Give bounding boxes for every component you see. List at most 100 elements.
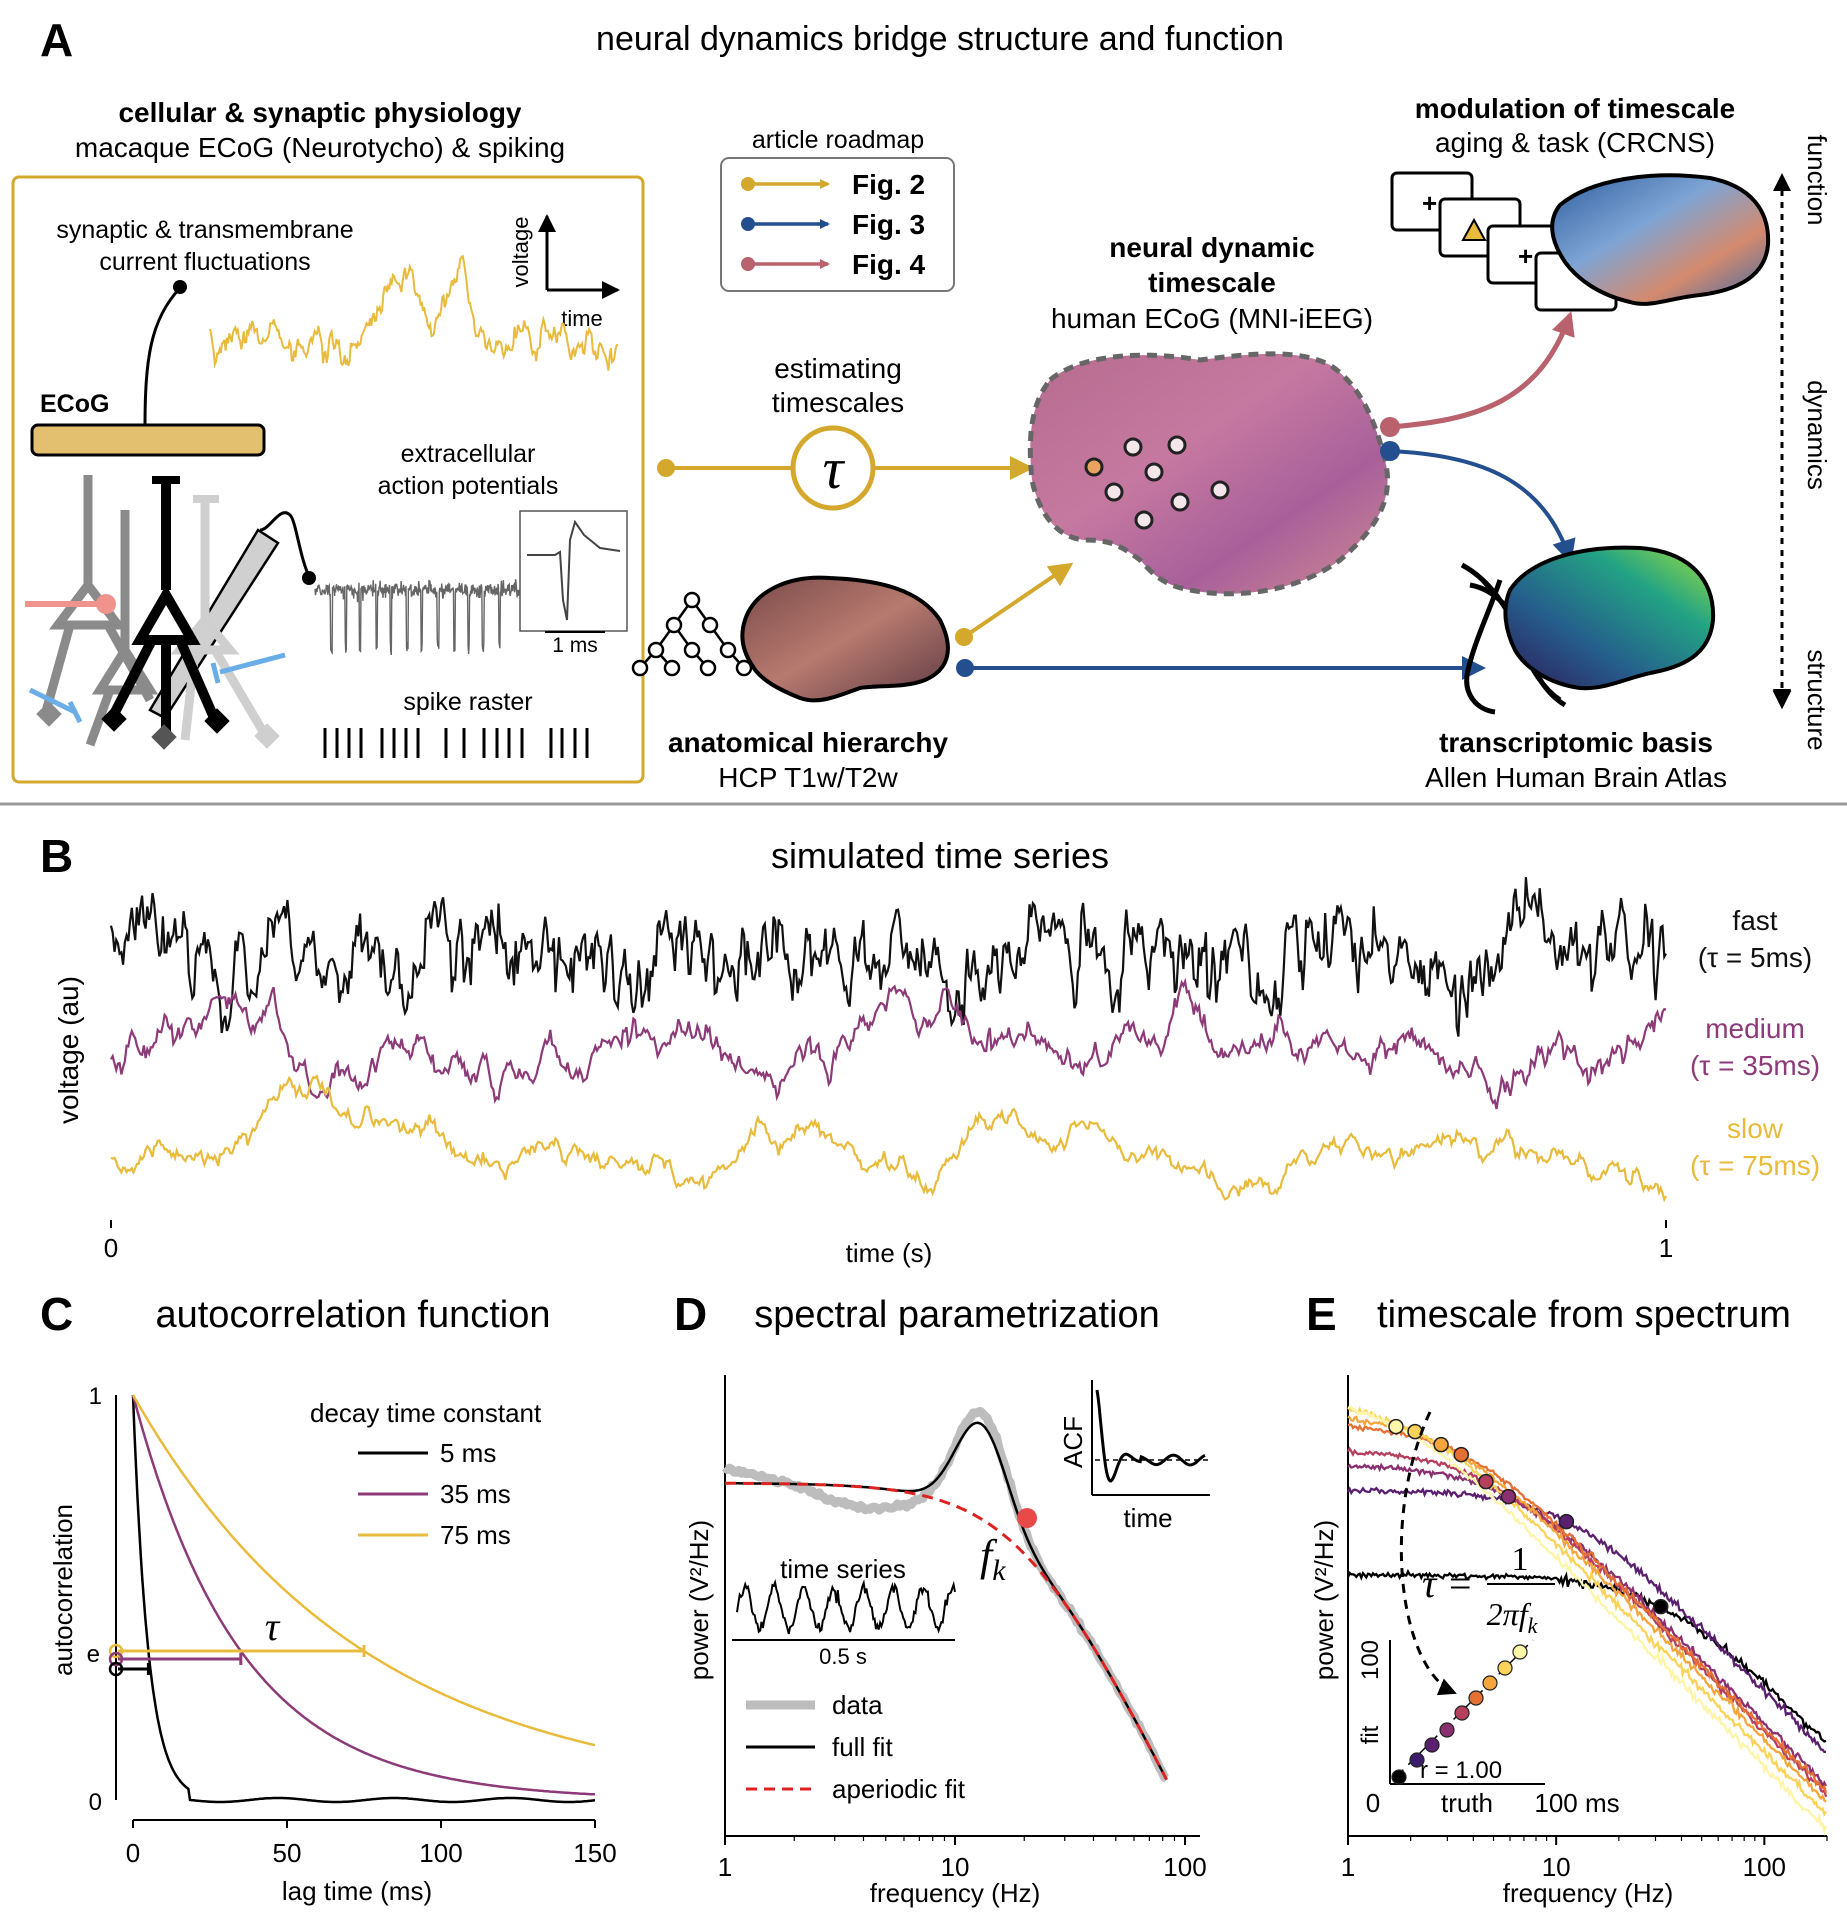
panel-e-ylabel: power (V²/Hz)	[1309, 1520, 1339, 1680]
acf-curve-75ms	[131, 1394, 596, 1747]
inset-ytick: 100	[1357, 1640, 1384, 1680]
panel-b-ylabel: voltage (au)	[53, 976, 84, 1124]
panel-c-xtick-label: 50	[273, 1838, 302, 1868]
structure-function-axis: function dynamics structure	[1772, 134, 1832, 751]
spectrum-curve	[1346, 1486, 1826, 1754]
electrode	[1170, 492, 1190, 512]
inset-point	[1468, 1690, 1484, 1706]
panel-c: C autocorrelation function autocorrelati…	[40, 1288, 617, 1906]
panel-e-knee-points	[1388, 1418, 1669, 1615]
ts-inset-curve	[736, 1578, 956, 1635]
timescale-line3: human ECoG (MNI-iEEG)	[1051, 303, 1373, 334]
modulation-line2: aging & task (CRCNS)	[1435, 127, 1715, 158]
electrode	[1104, 482, 1124, 502]
arrow-anatomical-to-timescale	[962, 562, 1074, 639]
spike-waveform-inset: 1 ms	[519, 510, 628, 657]
legend-5ms: 5 ms	[440, 1438, 496, 1468]
knee-marker	[1558, 1513, 1575, 1530]
panel-c-xtick-label: 150	[573, 1838, 616, 1868]
tau-symbol: τ	[823, 436, 846, 501]
electrode	[1134, 510, 1154, 530]
timeseries-inset: time series 0.5 s	[732, 1554, 956, 1669]
panel-a-title: neural dynamics bridge structure and fun…	[596, 20, 1284, 58]
inset-point	[1409, 1752, 1425, 1768]
axis-structure-label: structure	[1802, 649, 1832, 750]
panel-c-title: autocorrelation function	[155, 1294, 550, 1336]
panel-a-letter: A	[40, 14, 73, 66]
xtick-label: 100	[1163, 1852, 1206, 1882]
dashed-knee-arrow	[1399, 1411, 1457, 1696]
legend-aperiodic-fit: aperiodic fit	[832, 1774, 966, 1804]
acf-curve-5ms	[131, 1394, 596, 1804]
series-medium-trace	[110, 977, 1667, 1110]
anatomical-brain	[740, 575, 950, 703]
axis-dynamics-label: dynamics	[1802, 380, 1832, 490]
ecog-label: ECoG	[40, 390, 109, 418]
legend-data: data	[832, 1690, 883, 1720]
formula-den-main: 2πf	[1487, 1596, 1532, 1632]
acf-inset-ylabel: ACF	[1058, 1416, 1088, 1468]
inset-points	[1391, 1644, 1528, 1785]
cellular-box	[11, 175, 645, 784]
inset-point	[1482, 1675, 1498, 1691]
panel-b-xlabel: time (s)	[846, 1238, 933, 1268]
acf-curve-35ms	[131, 1394, 596, 1796]
tau-origin-75ms	[108, 1643, 124, 1659]
xtick-label: 1	[718, 1852, 732, 1882]
article-roadmap: article roadmap Fig. 2 Fig. 3 Fig. 4	[720, 126, 955, 292]
timescale-node: neural dynamic timescale human ECoG (MNI…	[1027, 232, 1391, 597]
modulation-node: modulation of timescale aging & task (CR…	[1390, 93, 1771, 312]
spike-raster	[323, 728, 589, 758]
xtick-label: 10	[1542, 1852, 1571, 1882]
panel-c-ylabel: autocorrelation	[48, 1504, 78, 1676]
formula-den-sub: k	[1528, 1613, 1539, 1638]
legend-35ms: 35 ms	[440, 1479, 511, 1509]
spike-raster-label: spike raster	[403, 688, 532, 716]
extracellular-label-2: action potentials	[378, 472, 559, 500]
inset-point	[1512, 1644, 1528, 1660]
panel-b-xtick-label-0: 0	[104, 1233, 118, 1263]
transcriptomic-line2: Allen Human Brain Atlas	[1425, 762, 1727, 793]
legend-full-fit: full fit	[832, 1732, 893, 1762]
panel-d-ylabel: power (V²/Hz)	[684, 1520, 714, 1680]
time-label: time	[561, 306, 603, 331]
panel-c-xlabel: lag time (ms)	[282, 1876, 432, 1906]
cellular-heading: cellular & synaptic physiology	[118, 97, 521, 128]
panel-e-spectra	[1346, 1405, 1828, 1836]
panel-e-letter: E	[1306, 1288, 1337, 1340]
neuron-illustration	[25, 475, 286, 750]
timescale-brain	[1027, 351, 1391, 597]
legend-75ms: 75 ms	[440, 1520, 511, 1550]
panel-c-ytick-1: 1	[89, 1383, 102, 1410]
formula-lhs: τ =	[1422, 1561, 1473, 1606]
inset-xmax: 100 ms	[1534, 1788, 1619, 1818]
axis-function-label: function	[1802, 134, 1832, 225]
panel-d: D spectral parametrization 1 10 100 power …	[674, 1288, 1210, 1908]
spectrum-curve	[1347, 1406, 1827, 1818]
tau-markers	[108, 1643, 366, 1677]
panel-c-legend-title: decay time constant	[310, 1398, 542, 1428]
extracellular-label-1: extracellular	[401, 440, 536, 468]
tau-origin-5ms	[108, 1661, 124, 1677]
svg-text:+: +	[1518, 241, 1533, 271]
roadmap-item-fig2: Fig. 2	[741, 169, 925, 200]
panel-c-tau-marker: τ	[265, 1604, 281, 1649]
inset-point	[1391, 1769, 1407, 1785]
panel-d-xticks: 1 10 100	[718, 1836, 1207, 1882]
lfp-trace	[209, 254, 619, 371]
series-slow-tau: (τ = 75ms)	[1690, 1150, 1820, 1181]
acf-inset: ACF time	[1058, 1380, 1210, 1533]
electrode	[1210, 480, 1230, 500]
inset-x0: 0	[1366, 1788, 1380, 1818]
inset-point	[1439, 1722, 1455, 1738]
series-fast-tau: (τ = 5ms)	[1698, 942, 1813, 973]
svg-text:+: +	[1422, 188, 1437, 218]
voltage-label: voltage	[508, 217, 533, 288]
anatomical-node: anatomical hierarchy HCP T1w/T2w	[631, 575, 950, 793]
knee-point	[1017, 1508, 1037, 1528]
hierarchy-tree-icon	[631, 591, 753, 677]
acf-inset-xlabel: time	[1123, 1503, 1172, 1533]
panel-c-ytick-e: e	[87, 1641, 100, 1668]
knee-marker	[1653, 1598, 1669, 1615]
series-slow-name: slow	[1727, 1113, 1784, 1144]
